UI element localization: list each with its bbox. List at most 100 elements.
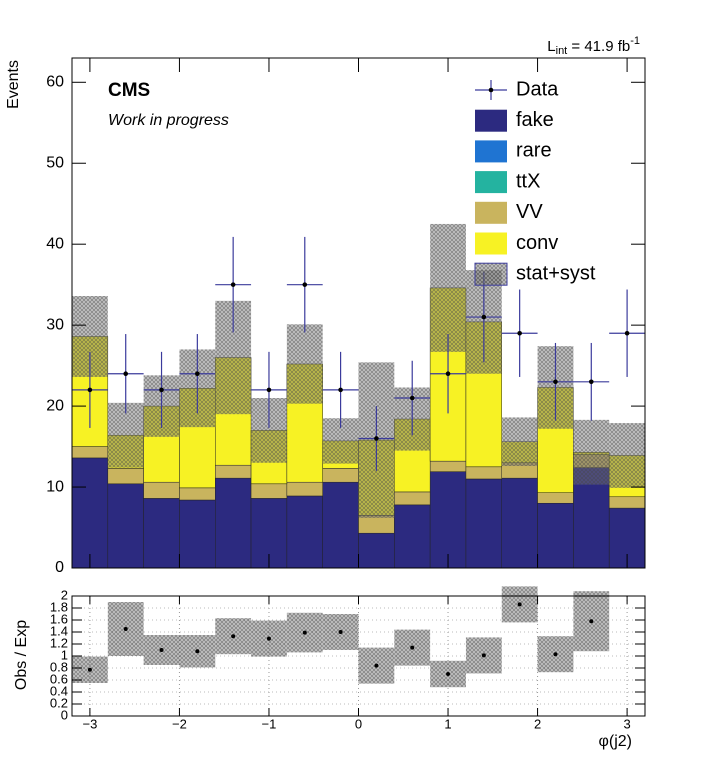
stack-segment (465, 466, 502, 480)
stack-segment (537, 502, 574, 569)
ratio-point (410, 645, 415, 650)
stack-segment (179, 487, 216, 501)
legend-label: stat+syst (516, 262, 596, 284)
data-point (553, 379, 558, 385)
stack-segment (107, 468, 144, 485)
stack-segment (537, 492, 574, 504)
uncertainty-band (501, 417, 538, 466)
lumi-sub: int (556, 45, 568, 57)
y-tick-label: 1 (61, 647, 68, 662)
stack-segment (394, 504, 431, 569)
y-tick-label: 0.4 (50, 683, 68, 698)
legend-swatch (475, 232, 507, 255)
data-point (338, 387, 343, 393)
ratio-point (302, 630, 307, 635)
data-point (195, 371, 200, 377)
ratio-point (123, 627, 128, 631)
stack-segment (358, 515, 395, 534)
data-point (624, 330, 630, 336)
ratio-y-label: Obs / Exp (13, 620, 30, 690)
ratio-point (446, 672, 451, 676)
stack-segment (286, 481, 323, 497)
uncertainty-band (573, 419, 610, 485)
legend-label: ttX (516, 170, 540, 192)
lumi-value: = 41.9 fb (567, 38, 630, 55)
x-tick-label: 0 (355, 716, 362, 731)
data-point (230, 282, 236, 287)
data-point (374, 436, 379, 441)
x-axis-label: φ(j2) (599, 733, 632, 750)
stack-segment (286, 495, 323, 569)
data-point (409, 395, 415, 401)
y-tick-label: 50 (46, 154, 64, 171)
y-tick-label: 0.6 (50, 671, 68, 686)
cms-label: CMS (108, 80, 150, 101)
status-label: Work in progress (108, 112, 229, 129)
lumi-sup: -1 (630, 35, 640, 47)
stack-segment (322, 468, 359, 483)
stack-segment (71, 457, 109, 569)
ratio-point (481, 653, 486, 658)
data-point (588, 379, 594, 385)
x-tick-label: −3 (82, 716, 97, 731)
ratio-point (517, 602, 522, 607)
ratio-point (231, 634, 236, 639)
legend-label: fake (516, 109, 554, 131)
legend-swatch (475, 109, 507, 132)
data-point (159, 387, 164, 393)
data-point (302, 282, 308, 287)
lumi-l: L (547, 38, 555, 55)
stack-segment (394, 491, 431, 506)
y-tick-label: 0.2 (50, 695, 68, 710)
ratio-point (159, 648, 164, 652)
y-tick-label: 1.6 (50, 611, 68, 626)
y-tick-label: 60 (46, 74, 64, 91)
stack-segment (179, 499, 216, 569)
legend-swatch (475, 171, 507, 194)
x-tick-label: 3 (623, 716, 630, 731)
ratio-point (553, 652, 558, 657)
ratio-point (338, 630, 343, 634)
legend-label: Data (516, 78, 559, 100)
data-point (266, 387, 272, 393)
data-point (445, 371, 451, 377)
y-tick-label: 1.8 (50, 599, 68, 614)
y-axis-label: Events (5, 60, 22, 109)
ratio-point (589, 619, 594, 624)
uncertainty-band (286, 324, 323, 404)
y-tick-label: 10 (46, 478, 64, 495)
x-tick-label: 1 (444, 716, 451, 731)
y-tick-label: 0 (55, 559, 64, 576)
x-tick-label: −1 (262, 716, 277, 731)
legend-label: VV (516, 201, 543, 223)
legend-swatch (475, 201, 507, 224)
stack-segment (465, 478, 502, 569)
stack-segment (358, 532, 395, 569)
lumi-label: Lint = 41.9 fb-1 (547, 35, 640, 57)
y-tick-label: 30 (46, 316, 64, 333)
stack-segment (71, 446, 109, 459)
stack-segment (215, 464, 252, 479)
stack-segment (107, 483, 144, 569)
uncertainty-band (430, 223, 466, 352)
stack-segment (429, 471, 467, 569)
y-tick-label: 0.8 (50, 659, 68, 674)
ratio-point (374, 663, 379, 668)
y-tick-label: 40 (46, 235, 64, 252)
data-point (87, 387, 93, 393)
stack-segment (322, 481, 359, 569)
stack-segment (250, 483, 288, 499)
stack-segment (215, 477, 252, 569)
y-tick-label: 1.4 (50, 623, 68, 638)
legend-label: conv (516, 232, 558, 254)
y-tick-label: 1.2 (50, 635, 68, 650)
ratio-point (87, 667, 92, 672)
stack-segment (429, 460, 467, 472)
stack-segment (143, 481, 180, 499)
legend-data-marker (488, 87, 494, 93)
ratio-point (266, 636, 271, 641)
legend-label: rare (516, 140, 552, 162)
stack-segment (501, 477, 538, 569)
uncertainty-band (107, 402, 144, 468)
